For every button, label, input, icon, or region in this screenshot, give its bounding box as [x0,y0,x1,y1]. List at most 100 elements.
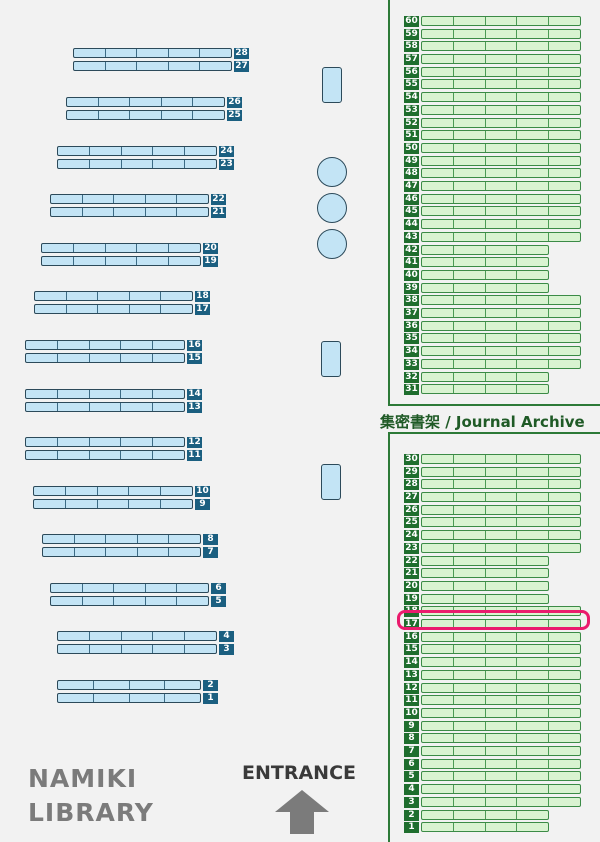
archive-shelf-43[interactable] [421,232,581,242]
archive-shelf-42[interactable] [421,245,549,255]
general-shelf-15[interactable] [25,353,185,363]
general-shelf-2[interactable] [57,680,201,690]
archive-shelf-49[interactable] [421,156,581,166]
general-shelf-24[interactable] [57,146,217,156]
archive-shelf-28[interactable] [421,479,581,489]
general-shelf-18[interactable] [34,291,193,301]
general-shelf-21[interactable] [50,207,209,217]
general-shelf-3[interactable] [57,644,217,654]
archive-shelf-56[interactable] [421,67,581,77]
round-table[interactable] [317,193,347,223]
archive-shelf-45[interactable] [421,206,581,216]
general-shelf-6[interactable] [50,583,209,593]
archive-shelf-25[interactable] [421,517,581,527]
archive-shelf-39[interactable] [421,283,549,293]
archive-shelf-14[interactable] [421,657,581,667]
archive-shelf-10[interactable] [421,708,581,718]
general-shelf-20[interactable] [41,243,201,253]
shelf-section [104,62,137,70]
shelf-section [548,684,580,692]
reading-table[interactable] [321,341,341,377]
general-shelf-28[interactable] [73,48,232,58]
archive-shelf-1[interactable] [421,822,549,832]
round-table[interactable] [317,229,347,259]
archive-shelf-59[interactable] [421,29,581,39]
archive-shelf-27[interactable] [421,492,581,502]
archive-shelf-20[interactable] [421,581,549,591]
archive-shelf-50[interactable] [421,143,581,153]
archive-shelf-46[interactable] [421,194,581,204]
archive-shelf-15[interactable] [421,644,581,654]
archive-shelf-4[interactable] [421,784,581,794]
reading-table[interactable] [322,67,342,103]
archive-shelf-23[interactable] [421,543,581,553]
archive-shelf-5[interactable] [421,771,581,781]
archive-shelf-54[interactable] [421,92,581,102]
archive-shelf-21[interactable] [421,568,549,578]
archive-shelf-35[interactable] [421,333,581,343]
archive-shelf-38[interactable] [421,295,581,305]
archive-shelf-11[interactable] [421,695,581,705]
general-shelf-23[interactable] [57,159,217,169]
general-shelf-16[interactable] [25,340,185,350]
shelf-section [92,694,129,702]
archive-shelf-2[interactable] [421,810,549,820]
general-shelf-14[interactable] [25,389,185,399]
shelf-section [144,208,177,216]
general-shelf-5[interactable] [50,596,209,606]
general-shelf-11[interactable] [25,450,185,460]
archive-shelf-58[interactable] [421,41,581,51]
archive-shelf-7[interactable] [421,746,581,756]
general-shelf-27[interactable] [73,61,232,71]
general-shelf-13[interactable] [25,402,185,412]
archive-shelf-55[interactable] [421,79,581,89]
archive-shelf-57[interactable] [421,54,581,64]
archive-shelf-22[interactable] [421,556,549,566]
archive-shelf-24[interactable] [421,530,581,540]
archive-shelf-37[interactable] [421,308,581,318]
archive-shelf-60[interactable] [421,16,581,26]
general-shelf-9[interactable] [33,499,193,509]
general-shelf-1[interactable] [57,693,201,703]
archive-shelf-48[interactable] [421,168,581,178]
general-shelf-8[interactable] [42,534,201,544]
shelf-section [72,244,105,252]
archive-shelf-53[interactable] [421,105,581,115]
archive-shelf-8[interactable] [421,733,581,743]
archive-shelf-51[interactable] [421,130,581,140]
archive-shelf-34[interactable] [421,346,581,356]
archive-shelf-6[interactable] [421,759,581,769]
archive-shelf-12[interactable] [421,683,581,693]
shelf-section [422,518,453,526]
archive-shelf-9[interactable] [421,721,581,731]
archive-shelf-47[interactable] [421,181,581,191]
archive-shelf-31[interactable] [421,384,549,394]
archive-shelf-52[interactable] [421,118,581,128]
shelf-section [452,30,485,38]
archive-shelf-36[interactable] [421,321,581,331]
archive-shelf-13[interactable] [421,670,581,680]
archive-shelf-33[interactable] [421,359,581,369]
archive-shelf-19[interactable] [421,594,549,604]
archive-shelf-26[interactable] [421,505,581,515]
round-table[interactable] [317,157,347,187]
general-shelf-10[interactable] [33,486,193,496]
archive-shelf-41[interactable] [421,257,549,267]
general-shelf-25[interactable] [66,110,225,120]
general-shelf-7[interactable] [42,547,201,557]
archive-shelf-32[interactable] [421,372,549,382]
archive-shelf-16[interactable] [421,632,581,642]
shelf-section [452,246,485,254]
general-shelf-4[interactable] [57,631,217,641]
archive-shelf-44[interactable] [421,219,581,229]
general-shelf-26[interactable] [66,97,225,107]
general-shelf-12[interactable] [25,437,185,447]
archive-shelf-3[interactable] [421,797,581,807]
archive-shelf-40[interactable] [421,270,549,280]
general-shelf-19[interactable] [41,256,201,266]
general-shelf-17[interactable] [34,304,193,314]
reading-table[interactable] [321,464,341,500]
archive-shelf-29[interactable] [421,467,581,477]
archive-shelf-30[interactable] [421,454,581,464]
general-shelf-22[interactable] [50,194,209,204]
